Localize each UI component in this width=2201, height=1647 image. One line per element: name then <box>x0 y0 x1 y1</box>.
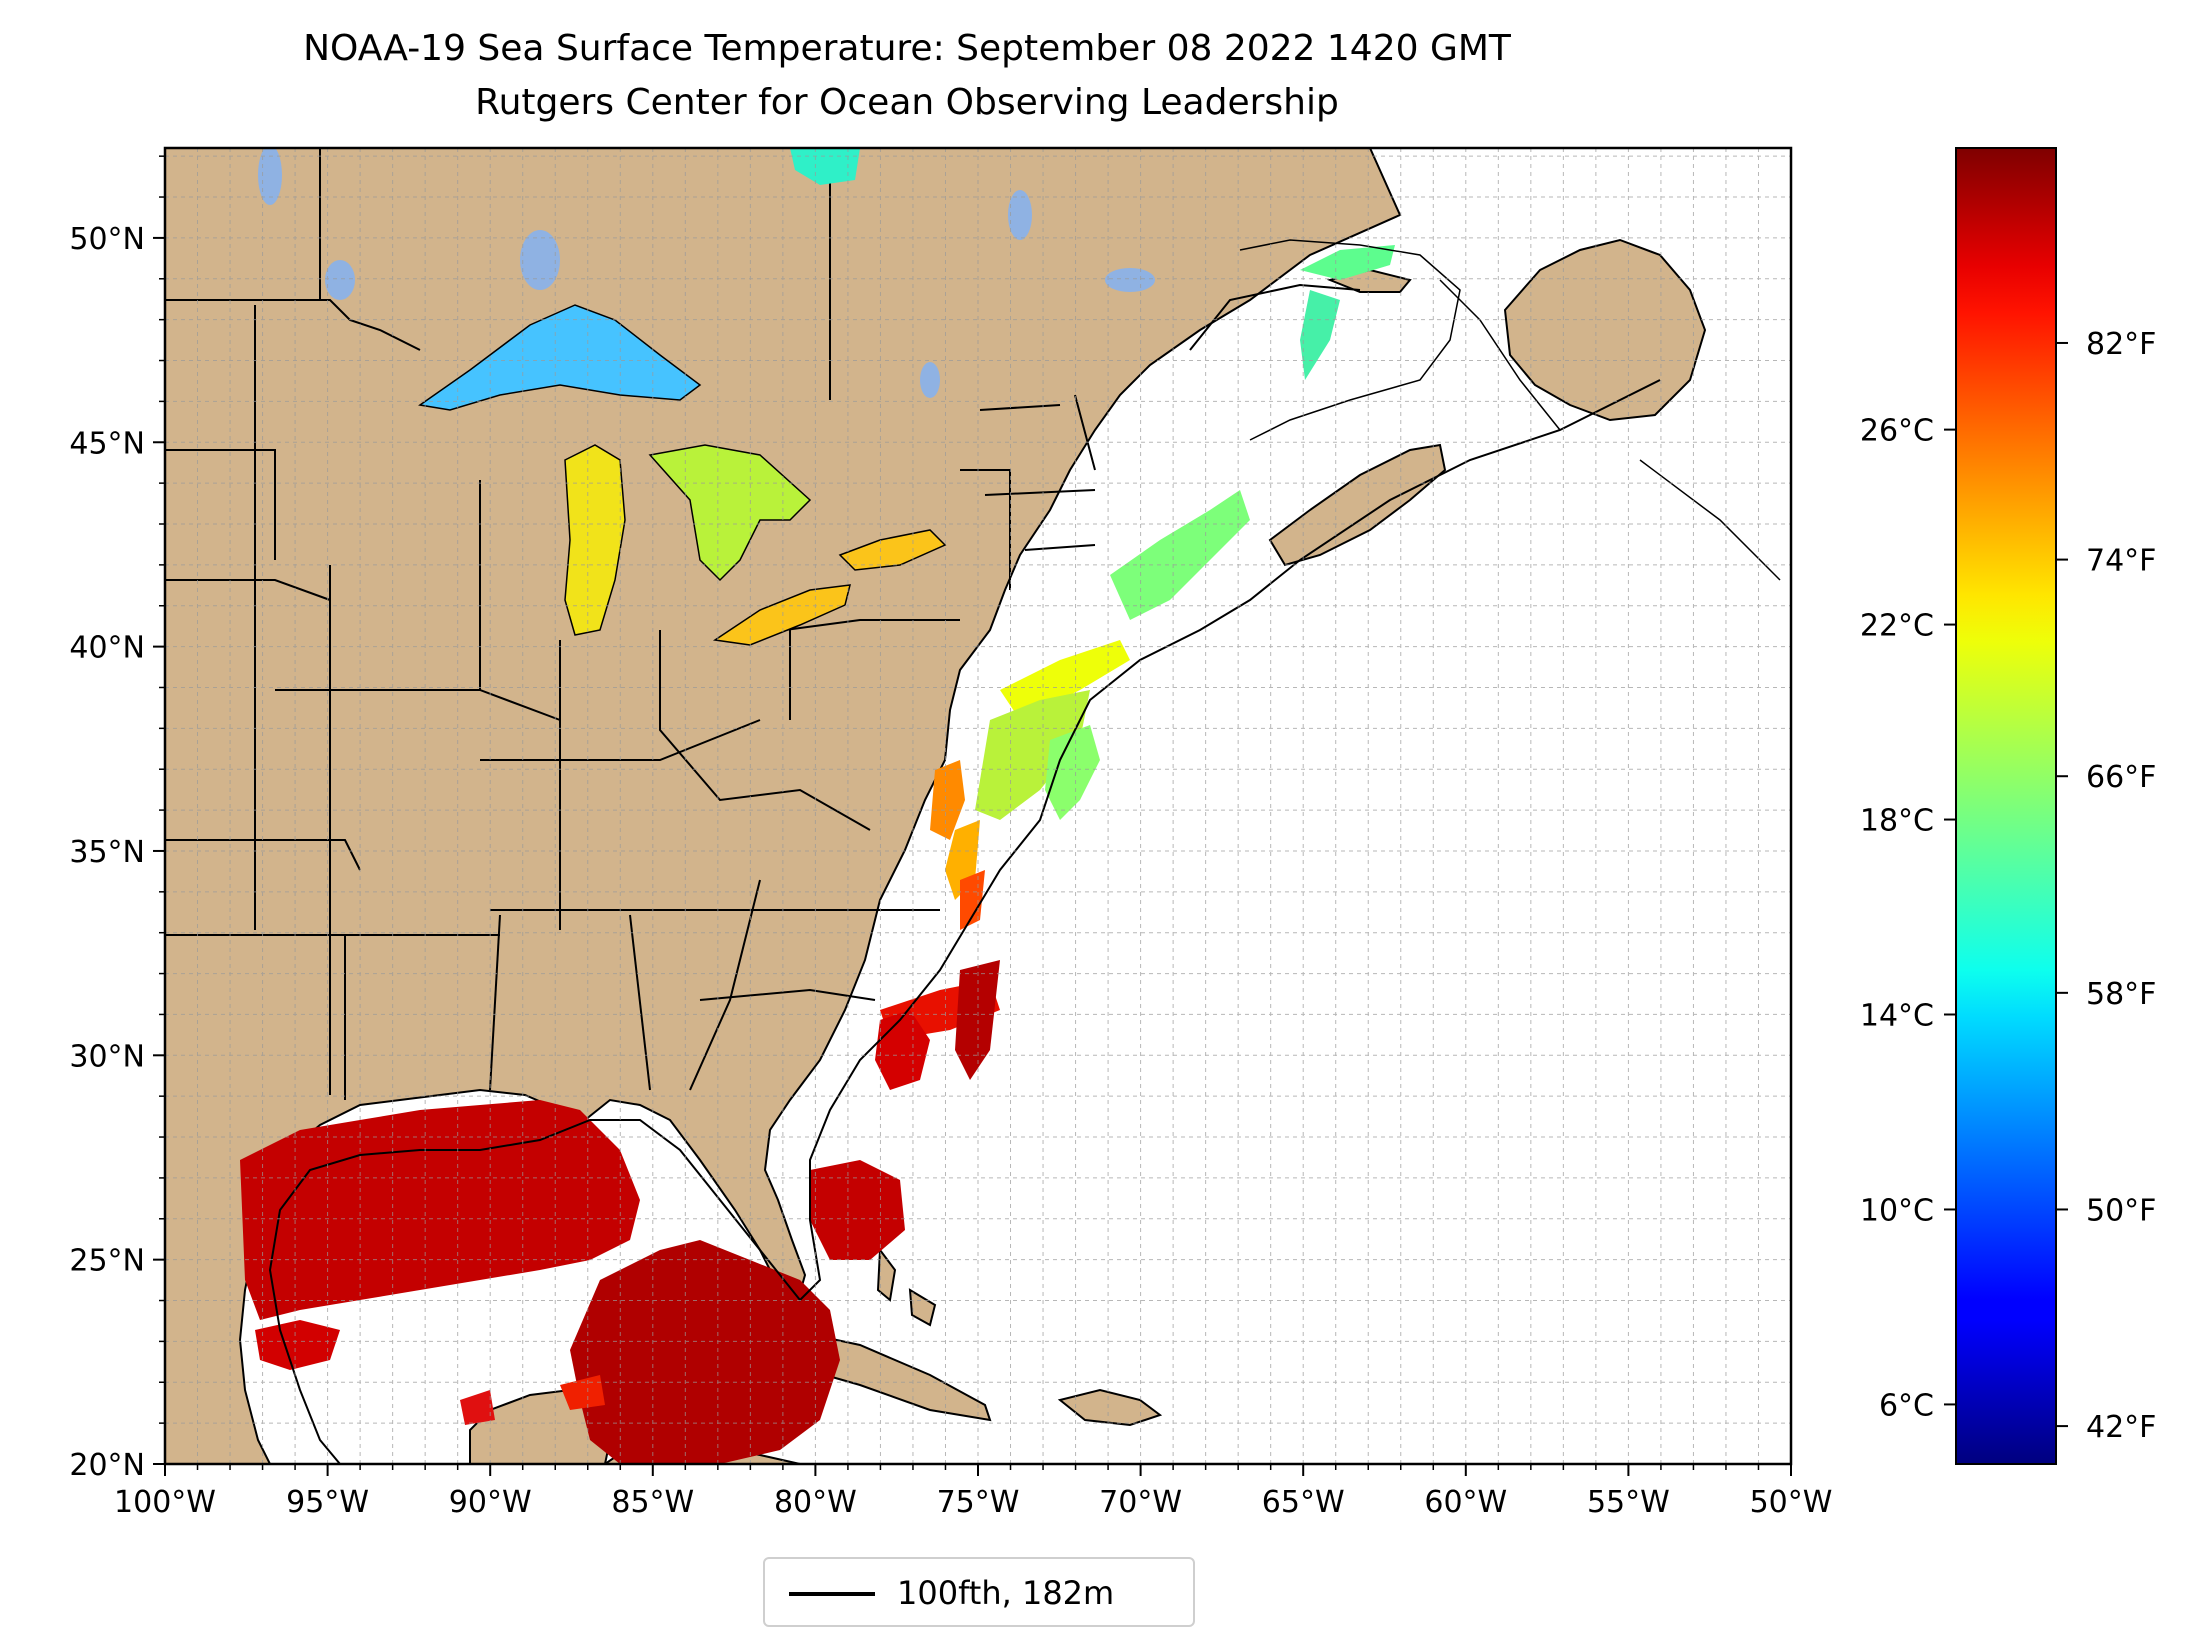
lon-tick-label: 100°W <box>114 1485 216 1520</box>
colorbar-f-label: 82°F <box>2086 327 2156 362</box>
lat-tick-label: 35°N <box>69 835 145 870</box>
inland-lakes <box>258 148 1155 398</box>
lat-tick-label: 25°N <box>69 1244 145 1279</box>
map-subtitle: Rutgers Center for Ocean Observing Leade… <box>475 82 1339 123</box>
isobath-north <box>1239 239 1781 581</box>
colorbar-c-label: 22°C <box>1860 609 1934 644</box>
colorbar-celsius-ticks: 26°C 22°C 18°C 14°C 10°C 6°C <box>1860 414 1956 1423</box>
land-bahamas <box>876 1247 937 1327</box>
colorbar-c-label: 6°C <box>1879 1388 1934 1423</box>
colorbar-f-label: 42°F <box>2086 1410 2156 1445</box>
lon-tick-label: 65°W <box>1262 1485 1345 1520</box>
lon-tick-label: 90°W <box>449 1485 532 1520</box>
sst-northeast <box>930 245 1395 900</box>
legend-label: 100fth, 182m <box>897 1574 1115 1612</box>
colorbar-f-label: 74°F <box>2086 544 2156 579</box>
lon-tick-label: 80°W <box>774 1485 857 1520</box>
lon-tick-label: 60°W <box>1424 1485 1507 1520</box>
lon-tick-label: 95°W <box>286 1485 369 1520</box>
map-title: NOAA-19 Sea Surface Temperature: Septemb… <box>303 28 1511 69</box>
lat-tick-label: 45°N <box>69 426 145 461</box>
james-bay-sst <box>790 148 860 185</box>
lon-tick-label: 75°W <box>937 1485 1020 1520</box>
land-newfoundland <box>1503 238 1707 422</box>
sst-gulf-caribbean <box>240 1010 930 1464</box>
land-hispaniola <box>1057 1388 1163 1427</box>
latitude-axis: 20°N 25°N 30°N 35°N 40°N 45°N 50°N <box>69 155 165 1483</box>
lat-tick-label: 20°N <box>69 1448 145 1483</box>
lon-tick-label: 55°W <box>1587 1485 1670 1520</box>
lat-tick-label: 30°N <box>69 1039 145 1074</box>
isobath-100-fathom <box>268 379 1661 1464</box>
colorbar-c-label: 26°C <box>1860 414 1934 449</box>
colorbar-f-label: 58°F <box>2086 977 2156 1012</box>
colorbar-f-label: 66°F <box>2086 760 2156 795</box>
colorbar-c-label: 14°C <box>1860 999 1934 1034</box>
longitude-axis: 100°W 95°W 90°W 85°W 80°W 75°W 70°W 65°W 60°W 55°… <box>114 1464 1832 1520</box>
land-nova-scotia <box>1268 443 1447 567</box>
colorbar <box>1955 147 2057 1465</box>
lon-tick-label: 85°W <box>611 1485 694 1520</box>
lake-huron <box>648 444 812 582</box>
colorbar-c-label: 18°C <box>1860 804 1934 839</box>
colorbar-f-label: 50°F <box>2086 1193 2156 1228</box>
colorbar-c-label: 10°C <box>1860 1193 1934 1228</box>
lat-tick-label: 50°N <box>69 222 145 257</box>
lon-tick-label: 70°W <box>1099 1485 1182 1520</box>
lake-michigan <box>564 444 626 636</box>
legend-line-swatch <box>789 1592 875 1596</box>
lon-tick-label: 50°W <box>1750 1485 1833 1520</box>
legend: 100fth, 182m <box>763 1557 1195 1627</box>
colorbar-fahrenheit-ticks: 82°F 74°F 66°F 58°F 50°F 42°F <box>2056 327 2156 1445</box>
lat-tick-label: 40°N <box>69 631 145 666</box>
graticule <box>165 148 1791 1464</box>
